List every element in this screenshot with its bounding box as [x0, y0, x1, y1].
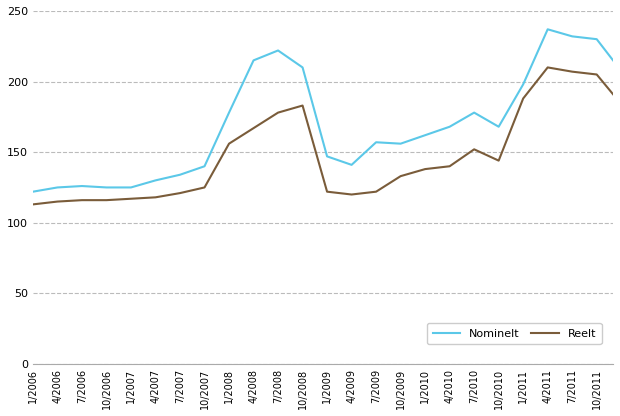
Reelt — [168, 192, 175, 197]
Line: Reelt: Reelt — [33, 67, 613, 204]
Nominelt — [356, 155, 363, 160]
Reelt — [111, 197, 118, 202]
Line: Nominelt: Nominelt — [33, 29, 613, 192]
Legend: Nominelt, Reelt: Nominelt, Reelt — [427, 323, 601, 344]
Nominelt — [29, 189, 37, 194]
Reelt — [225, 141, 232, 146]
Reelt — [422, 166, 429, 171]
Reelt — [609, 92, 617, 97]
Nominelt — [422, 133, 429, 138]
Nominelt — [111, 185, 118, 190]
Reelt — [29, 202, 37, 207]
Nominelt — [397, 141, 404, 146]
Reelt — [356, 191, 363, 196]
Nominelt — [609, 58, 617, 63]
Reelt — [397, 173, 404, 178]
Reelt — [544, 65, 551, 70]
Nominelt — [168, 174, 175, 179]
Nominelt — [544, 27, 551, 32]
Nominelt — [225, 110, 232, 115]
